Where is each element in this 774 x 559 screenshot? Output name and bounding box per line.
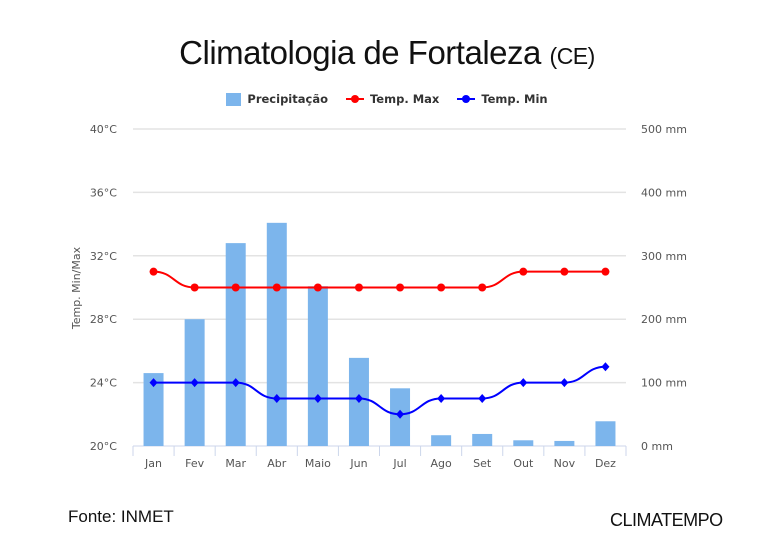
temp-min-point — [519, 378, 528, 388]
temp-min-point — [437, 393, 446, 403]
x-tick-label: Jul — [392, 457, 406, 470]
legend-swatch-red-line — [345, 95, 364, 103]
x-tick-label: Fev — [185, 457, 204, 470]
temp-min-line — [153, 365, 606, 416]
bar-set — [472, 433, 493, 446]
x-tick-label: Maio — [305, 457, 331, 470]
y-tick-label: 20°C — [90, 440, 117, 453]
x-tick-label: Set — [473, 457, 492, 470]
bar-abr — [266, 222, 287, 446]
x-tick-label: Ago — [431, 457, 453, 470]
temp-min-point — [601, 362, 610, 372]
temp-max-point — [149, 267, 158, 276]
legend-item-temp-max[interactable]: Temp. Max — [345, 92, 440, 106]
y2-tick-label: 0 mm — [641, 440, 673, 453]
legend-swatch-blue-line — [457, 95, 476, 103]
legend-label: Temp. Max — [369, 92, 440, 106]
x-tick-label: Jan — [144, 457, 162, 470]
temp-max-point — [396, 283, 405, 292]
bar-jan — [143, 373, 164, 446]
y-tick-label: 28°C — [90, 313, 117, 326]
bar-out — [513, 440, 534, 446]
temp-max-point — [601, 267, 610, 276]
legend-item-precipitacao[interactable]: Precipitação — [226, 92, 328, 106]
temp-max-point — [231, 283, 240, 292]
bar-ago — [431, 435, 452, 446]
source-label: Fonte: INMET — [68, 507, 174, 526]
title-text: Climatologia de Fortaleza — [179, 34, 541, 71]
x-tick-label: Dez — [595, 457, 616, 470]
legend-label: Precipitação — [247, 92, 328, 106]
y-tick-label: 24°C — [90, 377, 117, 390]
x-tick-label: Jun — [349, 457, 367, 470]
y2-tick-label: 500 mm — [641, 123, 687, 136]
x-tick-label: Mar — [225, 457, 246, 470]
temp-max-point — [560, 267, 569, 276]
temp-min-point — [190, 378, 199, 388]
temp-max-line — [153, 270, 606, 289]
temp-min-point — [231, 378, 240, 388]
y-axis-title: Temp. Min/Max — [70, 246, 83, 330]
temp-max-point — [313, 283, 322, 292]
temp-max-point — [354, 283, 363, 292]
temp-min-point — [478, 393, 487, 403]
y2-tick-label: 200 mm — [641, 313, 687, 326]
title-state: (CE) — [549, 43, 596, 69]
y2-tick-label: 100 mm — [641, 377, 687, 390]
x-tick-label: Out — [513, 457, 534, 470]
bar-dez — [595, 421, 616, 446]
legend: Precipitação Temp. Max Temp. Min — [0, 92, 774, 106]
temp-min-point — [560, 378, 569, 388]
chart-title: Climatologia de Fortaleza (CE) — [0, 34, 774, 72]
legend-label: Temp. Min — [481, 92, 548, 106]
temp-min-point — [272, 393, 281, 403]
temp-max-point — [478, 283, 487, 292]
bar-maio — [307, 286, 328, 446]
legend-item-temp-min[interactable]: Temp. Min — [457, 92, 548, 106]
y2-tick-label: 300 mm — [641, 250, 687, 263]
temp-max-point — [272, 283, 281, 292]
y-tick-label: 32°C — [90, 250, 117, 263]
temp-max-point — [519, 267, 528, 276]
temp-min-point — [354, 393, 363, 403]
y-tick-label: 40°C — [90, 123, 117, 136]
temp-min-point — [149, 378, 158, 388]
x-tick-label: Abr — [267, 457, 287, 470]
legend-swatch-bar — [226, 92, 242, 106]
bar-mar — [225, 243, 246, 446]
y2-tick-label: 400 mm — [641, 186, 687, 199]
bar-nov — [554, 440, 575, 446]
temp-max-point — [190, 283, 199, 292]
temp-min-point — [313, 393, 322, 403]
temp-min-point — [396, 409, 405, 419]
y-tick-label: 36°C — [90, 186, 117, 199]
temp-max-point — [437, 283, 446, 292]
climatempo-logo: CLIMATEMPO — [610, 510, 723, 530]
x-tick-label: Nov — [554, 457, 576, 470]
